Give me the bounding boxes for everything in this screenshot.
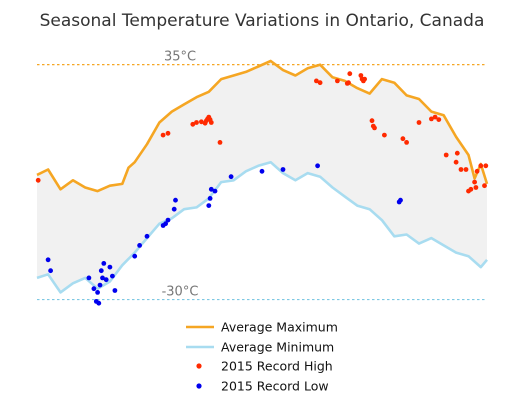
reference-label-low: -30°C — [162, 285, 199, 300]
record-low-point — [91, 286, 97, 292]
record-high-point — [382, 132, 387, 138]
record-low-point — [110, 273, 115, 279]
record-low-point — [45, 257, 51, 263]
record-high-point — [483, 163, 489, 169]
record-low-point — [86, 275, 92, 281]
reference-label-high: 35°C — [164, 50, 196, 65]
record-low-point — [98, 268, 104, 274]
record-high-point — [468, 186, 474, 192]
record-high-point — [358, 73, 364, 78]
record-low-point — [165, 217, 171, 223]
record-low-point — [398, 197, 403, 203]
plot-area: 35°C -30°C — [35, 50, 489, 306]
record-low-point — [96, 300, 102, 306]
record-high-point — [482, 183, 487, 189]
record-low-point — [100, 275, 105, 281]
record-high-point — [458, 167, 464, 172]
legend: Average Maximum Average Minimum 2015 Rec… — [186, 320, 338, 394]
record-high-point — [463, 167, 469, 172]
record-low-point — [97, 282, 103, 288]
legend-label-average-maximum: Average Maximum — [221, 320, 338, 335]
record-low-point — [259, 168, 265, 174]
record-high-point — [335, 78, 340, 84]
record-low-point — [95, 290, 100, 295]
record-high-point — [454, 150, 460, 156]
legend-label-average-minimum: Average Minimum — [221, 340, 334, 355]
record-high-point — [436, 117, 442, 122]
record-low-point — [112, 288, 118, 293]
record-low-point — [207, 196, 213, 201]
record-low-point — [132, 253, 138, 259]
series-line-average-minimum — [36, 160, 488, 294]
record-high-point — [400, 136, 406, 142]
record-high-point — [208, 120, 214, 125]
record-high-point — [165, 130, 171, 136]
record-high-point — [217, 140, 223, 145]
legend-marker-record-low — [196, 383, 202, 389]
scatter-record-low — [45, 163, 403, 306]
record-high-point — [190, 121, 196, 127]
record-low-point — [280, 167, 286, 172]
record-low-point — [101, 261, 107, 266]
record-high-point — [443, 152, 449, 158]
record-high-point — [416, 120, 422, 125]
record-high-point — [160, 132, 166, 138]
record-high-point — [478, 163, 484, 169]
series-line-average-maximum — [36, 59, 489, 193]
record-low-point — [163, 221, 169, 227]
record-high-point — [472, 179, 477, 185]
record-high-point — [199, 119, 204, 125]
record-high-point — [429, 116, 434, 122]
record-high-point — [346, 80, 351, 86]
record-low-point — [103, 277, 109, 283]
record-high-point — [347, 71, 353, 77]
record-high-point — [369, 118, 375, 124]
record-high-point — [194, 120, 199, 125]
record-high-point — [362, 76, 367, 82]
record-low-point — [173, 197, 178, 203]
record-low-point — [137, 243, 143, 248]
record-high-point — [35, 177, 41, 183]
chart-title: Seasonal Temperature Variations in Ontar… — [40, 11, 485, 31]
min-max-band — [37, 61, 487, 293]
record-high-point — [474, 168, 480, 174]
record-low-point — [315, 163, 320, 169]
record-high-point — [473, 185, 479, 190]
record-low-point — [212, 188, 218, 194]
record-high-point — [314, 78, 319, 84]
record-low-point — [228, 174, 234, 180]
legend-label-record-low: 2015 Record Low — [221, 379, 329, 394]
record-low-point — [206, 203, 212, 209]
record-low-point — [48, 268, 53, 274]
record-high-point — [317, 80, 323, 86]
record-high-point — [432, 114, 438, 120]
record-high-point — [404, 140, 409, 145]
scatter-record-high — [35, 71, 489, 194]
legend-marker-record-high — [196, 363, 202, 369]
record-low-point — [144, 233, 150, 239]
record-low-point — [171, 206, 177, 212]
record-high-point — [453, 159, 459, 165]
legend-label-record-high: 2015 Record High — [221, 359, 333, 374]
record-high-point — [372, 125, 377, 131]
record-low-point — [208, 186, 214, 192]
record-low-point — [107, 264, 113, 270]
